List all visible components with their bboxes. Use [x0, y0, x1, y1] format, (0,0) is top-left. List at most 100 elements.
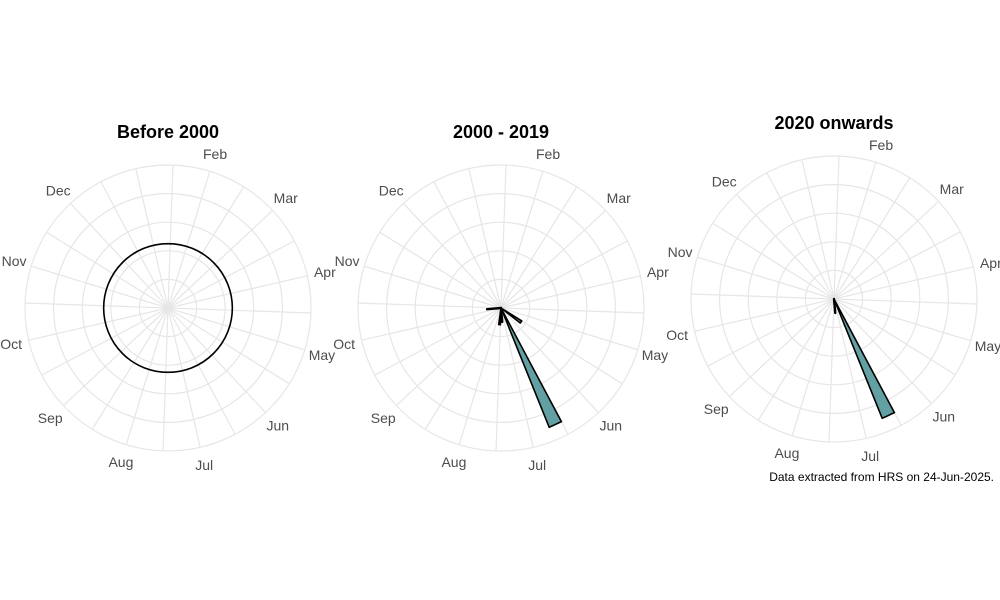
- grid-spoke: [833, 156, 840, 300]
- grid-spoke: [500, 307, 644, 314]
- grid-spoke: [791, 298, 835, 436]
- grid-spoke: [167, 307, 305, 351]
- panel-2020-onwards: 2020 onwards Dec Feb Mar Apr May Jun Jul Aug Sep…: [666, 113, 1000, 464]
- month-label-jul: Jul: [861, 448, 879, 464]
- month-label-mar: Mar: [940, 181, 964, 197]
- panel-title: Before 2000: [117, 122, 219, 142]
- grid-spoke: [100, 181, 169, 309]
- grid-spoke: [757, 298, 835, 421]
- grid-ring: [24, 164, 312, 452]
- arrow-jul: [499, 306, 504, 324]
- grid-spoke: [801, 159, 835, 300]
- grid-spoke: [167, 210, 273, 309]
- grid-spoke: [833, 162, 877, 300]
- grid-spoke: [736, 194, 835, 300]
- grid-ring: [776, 241, 892, 357]
- grid-ring: [52, 193, 284, 424]
- grid-spoke: [500, 307, 534, 448]
- panel-title: 2020 onwards: [774, 113, 893, 133]
- month-label-jun: Jun: [933, 409, 956, 425]
- grid-ring: [690, 155, 978, 443]
- grid-ring: [718, 184, 949, 415]
- arrow-oct: [485, 306, 503, 311]
- month-label-apr: Apr: [314, 264, 336, 280]
- grid-ring: [81, 221, 255, 395]
- grid-spoke: [458, 307, 502, 445]
- grid-spoke: [500, 307, 638, 351]
- month-label-feb: Feb: [536, 146, 560, 162]
- month-label-feb: Feb: [203, 146, 227, 162]
- grid-spoke: [25, 302, 169, 309]
- grid-spoke: [500, 171, 544, 309]
- month-label-apr: Apr: [647, 264, 669, 280]
- grid-spoke: [833, 231, 961, 300]
- grid-spoke: [707, 298, 835, 367]
- grid-ring: [747, 212, 921, 386]
- grid-spoke: [833, 298, 971, 342]
- grid-spoke: [697, 256, 835, 300]
- grid-spoke: [31, 265, 169, 309]
- month-label-may: May: [642, 347, 668, 363]
- month-label-oct: Oct: [666, 327, 688, 343]
- grid-spoke: [500, 210, 606, 309]
- grid-spoke: [833, 201, 939, 300]
- grid-spoke: [63, 307, 169, 406]
- month-label-aug: Aug: [774, 445, 799, 461]
- grid-ring: [110, 250, 226, 366]
- grid-spoke: [729, 298, 835, 397]
- bar-jun: [500, 307, 523, 324]
- grid-spoke: [358, 302, 502, 309]
- grid-spoke: [833, 266, 974, 300]
- grid-spoke: [135, 168, 169, 309]
- grid: [690, 155, 978, 443]
- grid-spoke: [361, 307, 502, 341]
- panel-title: 2000 - 2019: [453, 122, 549, 142]
- grid-spoke: [167, 275, 308, 309]
- grid-ring: [386, 193, 617, 424]
- grid-spoke: [691, 293, 835, 300]
- grid-spoke: [167, 307, 290, 385]
- grid-spoke: [167, 307, 311, 314]
- month-label-sep: Sep: [371, 410, 396, 426]
- month-label-oct: Oct: [0, 336, 22, 352]
- month-label-may: May: [975, 338, 1000, 354]
- grid: [24, 164, 312, 452]
- grid-spoke: [379, 231, 502, 309]
- month-label-jun: Jun: [267, 418, 290, 434]
- month-label-dec: Dec: [379, 182, 404, 198]
- month-label-mar: Mar: [607, 190, 631, 206]
- month-label-oct: Oct: [333, 336, 355, 352]
- grid-spoke: [500, 186, 578, 309]
- grid-spoke: [833, 298, 932, 404]
- grid-spoke: [694, 298, 835, 332]
- month-label-sep: Sep: [704, 401, 729, 417]
- grid-spoke: [167, 186, 245, 309]
- event-circle: [102, 242, 234, 374]
- grid-spoke: [403, 203, 502, 309]
- grid-spoke: [424, 307, 502, 430]
- grid-spoke: [167, 165, 174, 309]
- grid-spoke: [500, 307, 599, 413]
- grid-ring: [414, 221, 588, 395]
- grid-spoke: [125, 307, 169, 445]
- grid-spoke: [162, 307, 169, 451]
- grid-spoke: [167, 240, 295, 309]
- grid-ring: [471, 278, 531, 338]
- grid-spoke: [167, 171, 211, 309]
- grid-ring: [443, 250, 559, 366]
- data-source-caption: Data extracted from HRS on 24-Jun-2025.: [769, 470, 994, 484]
- month-label-jul: Jul: [195, 457, 213, 473]
- grid-spoke: [500, 275, 641, 309]
- grid-spoke: [766, 172, 835, 300]
- bar-jul: [833, 298, 896, 420]
- month-label-dec: Dec: [46, 182, 71, 198]
- grid-spoke: [833, 298, 956, 376]
- grid-spoke: [70, 203, 169, 309]
- grid-spoke: [433, 181, 502, 309]
- grid-spoke: [167, 307, 201, 448]
- month-label-nov: Nov: [335, 253, 360, 269]
- month-label-nov: Nov: [2, 253, 27, 269]
- month-label-mar: Mar: [274, 190, 298, 206]
- month-label-may: May: [309, 347, 335, 363]
- month-label-sep: Sep: [38, 410, 63, 426]
